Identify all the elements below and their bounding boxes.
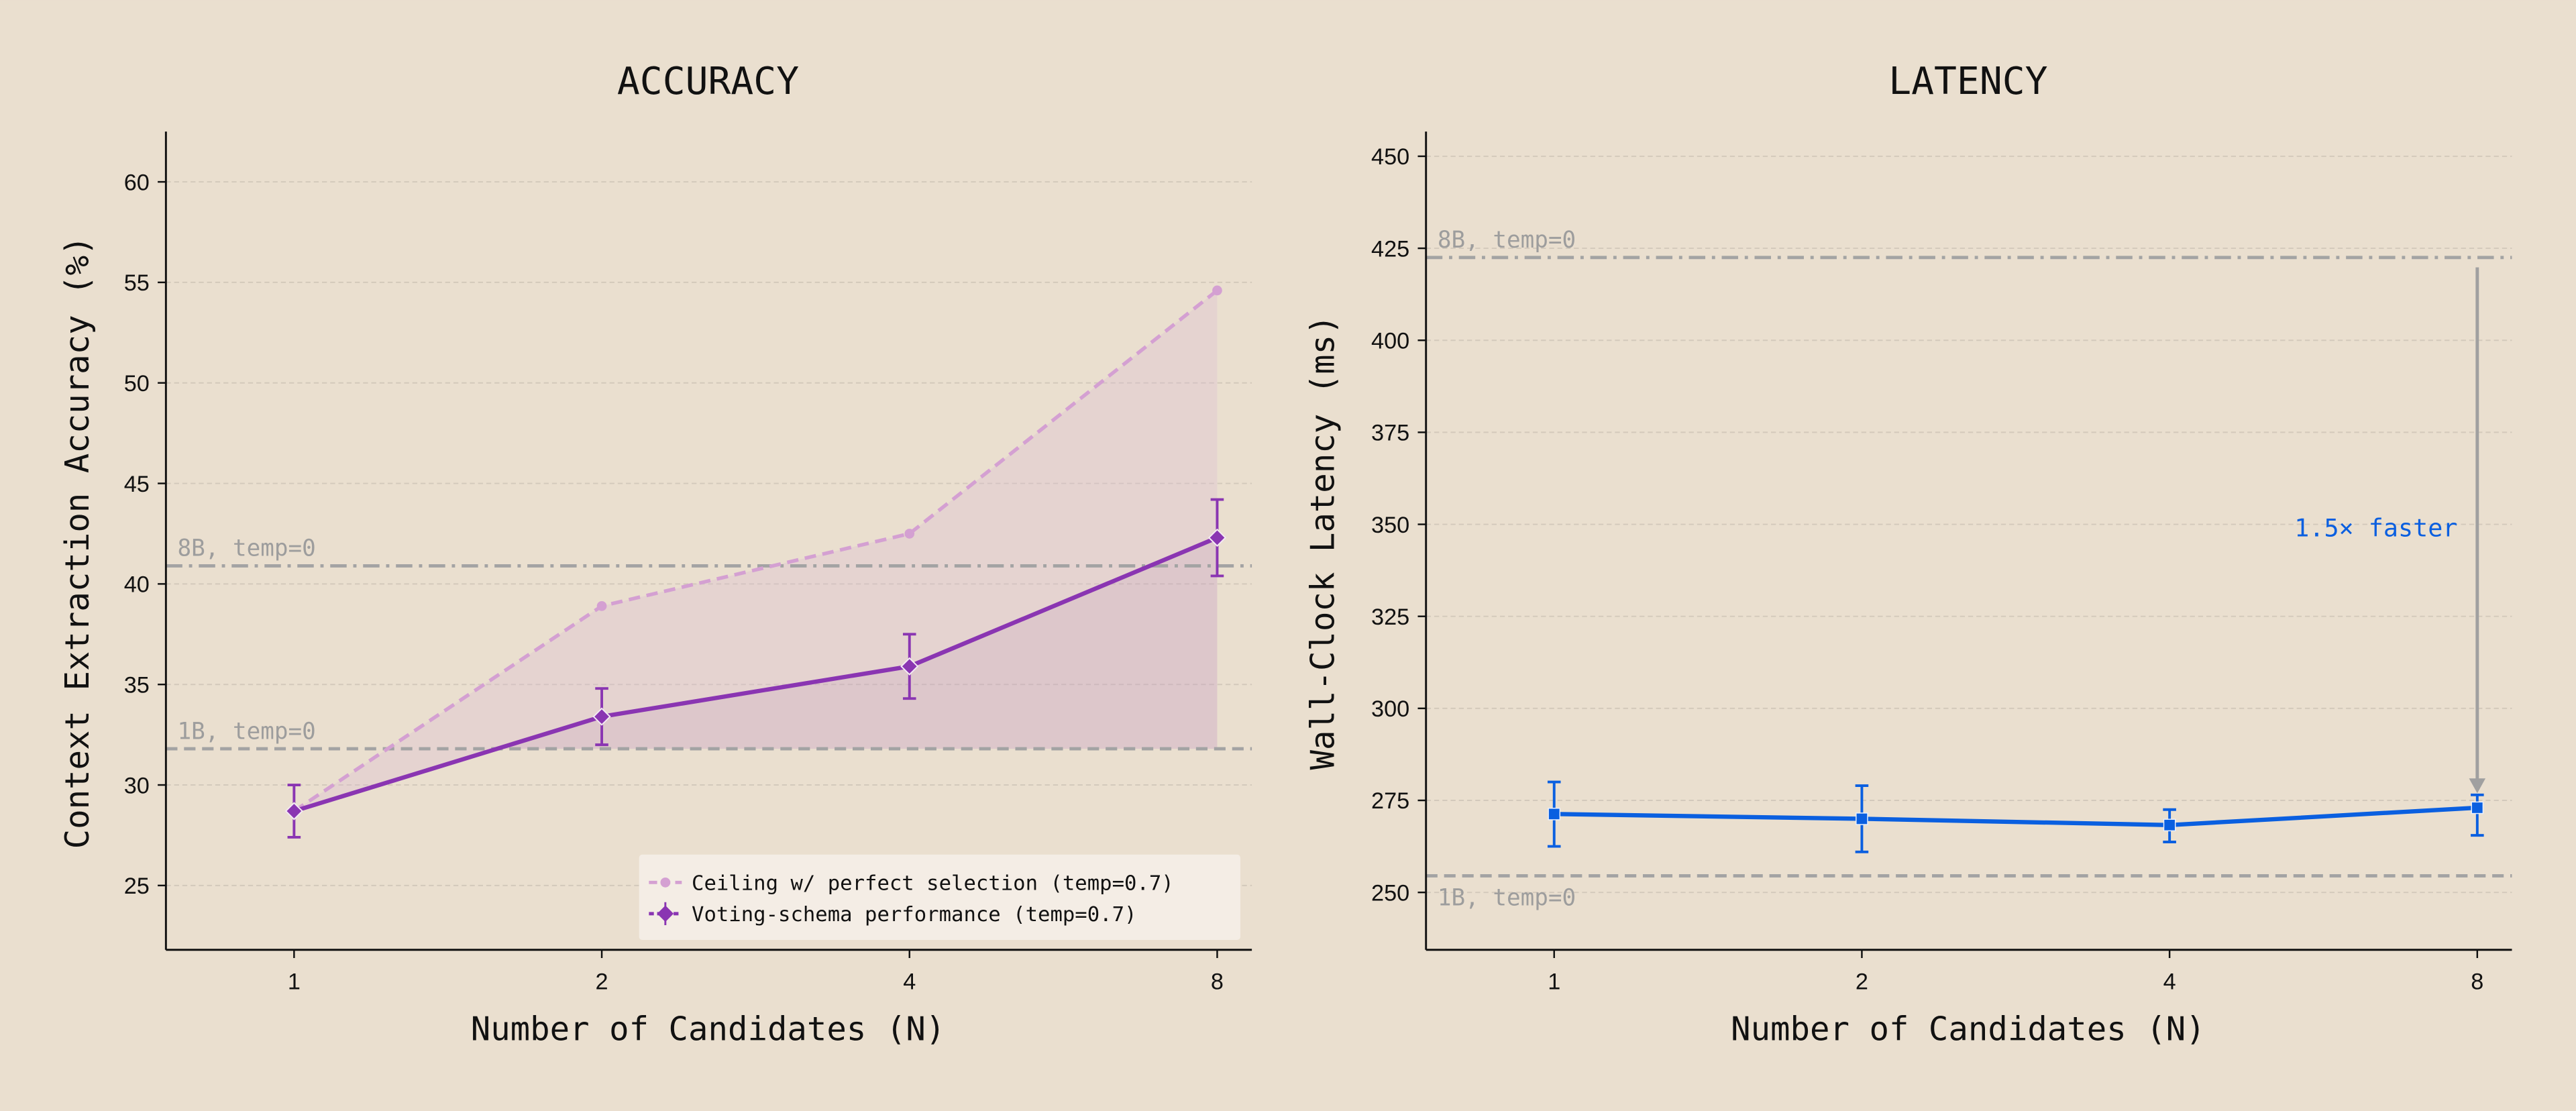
data-point xyxy=(1856,812,1868,825)
series-line xyxy=(292,288,1219,813)
y-tick-label: 325 xyxy=(1371,604,1409,630)
data-point xyxy=(2471,801,2484,814)
y-tick-label: 50 xyxy=(124,371,150,396)
annotation-label: 1.5× faster xyxy=(2294,513,2457,542)
x-tick-label: 2 xyxy=(1856,969,1868,995)
data-point xyxy=(596,600,607,611)
x-tick-label: 8 xyxy=(2471,969,2483,995)
y-tick-label: 350 xyxy=(1371,513,1409,538)
data-point xyxy=(2163,818,2176,832)
chart-title: ACCURACY xyxy=(617,60,799,103)
series-line xyxy=(293,535,1218,814)
reference-line-label: 8B, temp=0 xyxy=(177,535,315,562)
data-point xyxy=(1208,528,1227,547)
y-tick-label: 30 xyxy=(124,773,150,798)
x-tick-label: 1 xyxy=(1548,969,1560,995)
reference-line-label: 1B, temp=0 xyxy=(1438,885,1576,912)
y-tick-label: 275 xyxy=(1371,788,1409,814)
y-tick-label: 45 xyxy=(124,472,150,497)
legend-label: Voting-schema performance (temp=0.7) xyxy=(692,903,1136,927)
y-axis-label: Context Extraction Accuracy (%) xyxy=(58,235,97,849)
x-tick-label: 1 xyxy=(288,969,301,995)
data-point xyxy=(284,802,303,821)
accuracy-chart: ACCURACY Number of Candidates (N) Contex… xyxy=(58,60,1252,1048)
legend-box xyxy=(639,854,1240,941)
y-tick-label: 400 xyxy=(1371,328,1409,354)
voting-gain-fill xyxy=(496,537,1218,749)
data-point xyxy=(1212,285,1222,296)
y-tick-label: 375 xyxy=(1371,421,1409,446)
y-tick-label: 425 xyxy=(1371,236,1409,262)
data-point xyxy=(900,657,919,676)
legend-marker xyxy=(657,905,674,922)
x-tick-label: 8 xyxy=(1211,969,1224,995)
x-tick-label: 2 xyxy=(596,969,608,995)
data-point xyxy=(904,529,915,539)
legend-marker xyxy=(660,878,671,888)
y-tick-label: 60 xyxy=(124,170,150,195)
data-point xyxy=(592,707,611,726)
reference-line-label: 1B, temp=0 xyxy=(177,718,315,745)
x-axis-label: Number of Candidates (N) xyxy=(471,1010,946,1048)
y-tick-label: 40 xyxy=(124,572,150,598)
y-tick-label: 250 xyxy=(1371,880,1409,906)
x-tick-label: 4 xyxy=(2163,969,2176,995)
y-tick-label: 35 xyxy=(124,672,150,698)
x-tick-label: 4 xyxy=(903,969,916,995)
latency-chart: LATENCY Number of Candidates (N) Wall-Cl… xyxy=(1304,60,2512,1048)
legend-label: Ceiling w/ perfect selection (temp=0.7) xyxy=(692,871,1174,895)
reference-line-label: 8B, temp=0 xyxy=(1438,227,1576,254)
data-point xyxy=(1548,808,1561,821)
legend: Ceiling w/ perfect selection (temp=0.7) V… xyxy=(639,854,1240,941)
chart-title: LATENCY xyxy=(1888,60,2047,103)
y-tick-label: 450 xyxy=(1371,144,1409,170)
ceiling-gap-fill xyxy=(294,290,1218,811)
series-line xyxy=(1554,805,2477,827)
arrow-head-icon xyxy=(2469,778,2486,794)
y-tick-label: 55 xyxy=(124,270,150,296)
y-tick-label: 300 xyxy=(1371,696,1409,722)
x-axis-label: Number of Candidates (N) xyxy=(1731,1010,2206,1048)
y-tick-label: 25 xyxy=(124,874,150,899)
y-axis-label: Wall-Clock Latency (ms) xyxy=(1304,315,1342,770)
